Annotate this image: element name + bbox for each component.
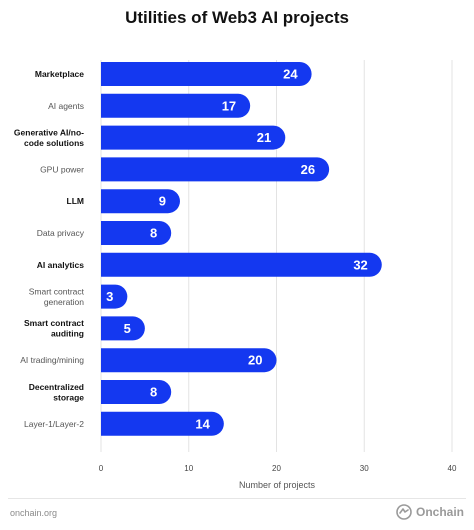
category-label: Smart contract auditing [24, 318, 84, 339]
category-label-line: Marketplace [35, 69, 84, 79]
category-label-line: auditing [51, 329, 84, 339]
bar-value-label: 26 [301, 162, 315, 177]
category-label-line: AI analytics [37, 260, 85, 270]
brand-logo: Onchain [396, 504, 464, 520]
bar [101, 252, 382, 277]
category-label-line: Generative AI/no- [14, 127, 84, 137]
category-label-line: Layer-1/Layer-2 [24, 419, 84, 429]
bar-value-label: 9 [159, 194, 166, 209]
category-label: Data privacy [37, 228, 85, 238]
bar [101, 93, 251, 118]
x-axis-title: Number of projects [238, 480, 316, 490]
category-label-line: LLM [67, 196, 84, 206]
bar [101, 157, 330, 182]
bar-value-label: 3 [106, 289, 113, 304]
category-label-line: AI trading/mining [20, 355, 84, 365]
bar-value-label: 20 [248, 353, 262, 368]
x-tick-label: 0 [99, 464, 104, 473]
category-label: Generative AI/no-code solutions [14, 127, 84, 148]
brand-name: Onchain [415, 505, 464, 519]
category-label: Marketplace [35, 69, 84, 79]
category-label: Layer-1/Layer-2 [24, 419, 84, 429]
category-label-line: Smart contract [29, 286, 85, 296]
chart-title: Utilities of Web3 AI projects [125, 8, 349, 27]
bar-value-label: 8 [150, 385, 157, 400]
onchain-logo-icon [396, 504, 412, 520]
bar-value-label: 8 [150, 226, 157, 241]
x-tick-label: 30 [360, 464, 369, 473]
x-tick-label: 10 [184, 464, 193, 473]
category-label-line: storage [53, 392, 84, 402]
bar [101, 284, 128, 309]
category-labels: Marketplace AI agents Generative AI/no-cod… [14, 69, 85, 429]
bar-value-label: 17 [222, 98, 236, 113]
bar [101, 189, 180, 214]
category-label: AI trading/mining [20, 355, 84, 365]
category-label: LLM [67, 196, 84, 206]
bar [101, 316, 145, 341]
bar [101, 380, 172, 404]
category-label-line: Data privacy [37, 228, 85, 238]
bars: 24 17 21 26 9 8 32 3 5 20 8 14 [101, 62, 382, 436]
x-tick-label: 40 [448, 464, 457, 473]
category-label-line: Smart contract [24, 318, 84, 328]
bar-value-label: 5 [124, 321, 131, 336]
bar [101, 62, 312, 86]
category-label-line: Decentralized [29, 382, 84, 392]
category-label-line: AI agents [48, 101, 84, 111]
bar-value-label: 21 [257, 130, 271, 145]
category-label-line: generation [44, 297, 84, 307]
category-label: Decentralized storage [29, 382, 85, 403]
category-label-line: GPU power [40, 164, 84, 174]
bar-value-label: 24 [283, 67, 298, 82]
category-label: Smart contract generation [29, 286, 85, 307]
category-label: GPU power [40, 164, 84, 174]
bar [101, 348, 277, 373]
bar-value-label: 32 [353, 257, 367, 272]
bar-value-label: 14 [195, 416, 210, 431]
source-label: onchain.org [10, 508, 58, 518]
category-label: AI agents [48, 101, 84, 111]
x-axis-ticks: 0 10 20 30 40 [99, 464, 457, 473]
category-label-line: code solutions [24, 138, 84, 148]
category-label: AI analytics [37, 260, 85, 270]
bar [101, 411, 224, 436]
bar [101, 125, 286, 150]
x-tick-label: 20 [272, 464, 281, 473]
bar [101, 221, 172, 245]
footer-divider [8, 498, 466, 499]
